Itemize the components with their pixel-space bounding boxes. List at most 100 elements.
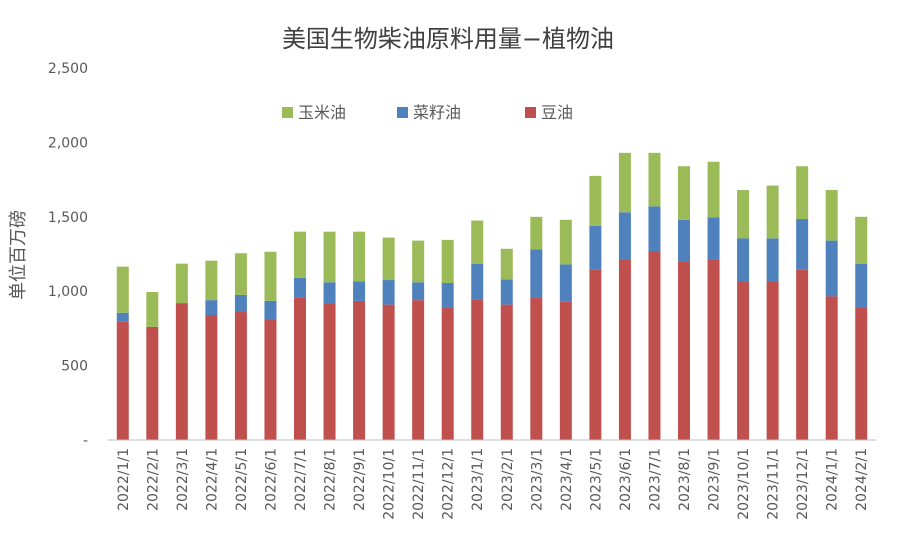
bar-segment	[441, 307, 454, 440]
y-axis-ticks: - 500 1,000 1,500 2,000 2,500	[48, 61, 88, 449]
bar-segment	[500, 279, 513, 305]
bar-segment	[530, 216, 543, 250]
x-tick-label: 2023/7/1	[647, 448, 663, 511]
bar-segment	[678, 261, 690, 440]
legend-label: 菜籽油	[413, 103, 461, 122]
x-tick-label: 2023/9/1	[707, 448, 723, 511]
x-tick-label: 2022/5/1	[234, 448, 250, 511]
x-tick-label: 2023/3/1	[529, 448, 545, 511]
bar-segment	[116, 321, 129, 440]
x-tick-label: 2022/10/1	[382, 448, 398, 520]
bar-segment	[530, 297, 543, 440]
y-tick-label: 500	[61, 359, 88, 375]
bar-segment	[116, 266, 129, 313]
bar-segment	[323, 231, 336, 283]
x-tick-label: 2023/1/1	[470, 448, 486, 511]
bar-segment	[678, 166, 690, 220]
legend: 玉米油 菜籽油 豆油	[282, 103, 573, 122]
bar-segment	[648, 152, 661, 207]
x-tick-label: 2023/2/1	[500, 448, 516, 511]
bar-segment	[648, 251, 661, 440]
bar-segment	[175, 263, 188, 304]
bar-segment	[353, 300, 366, 440]
chart-title: 美国生物柴油原料用量−植物油	[282, 25, 614, 53]
x-tick-label: 2022/11/1	[411, 448, 427, 520]
bar-segment	[500, 304, 513, 440]
bar-segment	[796, 166, 809, 220]
bar-segment	[737, 238, 750, 282]
y-tick-label: 2,500	[48, 61, 88, 77]
bar-segment	[294, 297, 306, 440]
x-tick-label: 2023/12/1	[795, 448, 811, 520]
x-tick-label: 2022/6/1	[263, 448, 279, 511]
x-tick-label: 2022/12/1	[441, 448, 457, 520]
bar-segment	[264, 319, 277, 440]
bar-segment	[294, 231, 306, 278]
y-tick-label: -	[83, 433, 88, 449]
bar-segment	[678, 219, 690, 262]
bar-segment	[589, 225, 602, 270]
bar-segment	[766, 238, 779, 282]
bar-segment	[116, 312, 129, 322]
legend-swatch	[525, 107, 536, 118]
bar-segment	[500, 248, 513, 280]
bar-segment	[766, 281, 779, 440]
bar-segment	[530, 249, 543, 298]
x-tick-label: 2023/8/1	[677, 448, 693, 511]
bar-segment	[618, 212, 631, 260]
bar-segment	[412, 240, 425, 283]
bar-segment	[471, 299, 484, 440]
bar-segment	[412, 300, 425, 440]
bar-segment	[205, 260, 218, 301]
bar-segment	[589, 175, 602, 226]
bar-segment	[382, 280, 395, 305]
x-tick-label: 2024/2/1	[854, 448, 870, 511]
bar-segment	[737, 281, 750, 440]
bar-segment	[175, 303, 188, 440]
bar-segment	[707, 161, 720, 218]
y-tick-label: 1,000	[48, 284, 88, 300]
bar-segment	[234, 294, 247, 313]
y-tick-label: 1,500	[48, 210, 88, 226]
bar-segment	[323, 282, 336, 304]
x-tick-label: 2023/4/1	[559, 448, 575, 511]
bar-segment	[471, 220, 484, 264]
x-tick-label: 2022/7/1	[293, 448, 309, 511]
bar-segment	[471, 263, 484, 300]
x-tick-label: 2023/11/1	[766, 448, 782, 520]
bars	[116, 152, 868, 440]
bar-segment	[707, 259, 720, 440]
bar-segment	[618, 152, 631, 213]
bar-segment	[353, 281, 366, 301]
bar-segment	[737, 190, 750, 239]
x-tick-label: 2024/1/1	[825, 448, 841, 511]
bar-segment	[855, 307, 868, 440]
bar-segment	[205, 315, 218, 440]
bar-segment	[825, 296, 838, 440]
bar-segment	[146, 291, 159, 327]
bar-segment	[796, 269, 809, 440]
bar-segment	[323, 303, 336, 440]
x-tick-label: 2022/2/1	[145, 448, 161, 511]
x-tick-label: 2022/1/1	[116, 448, 132, 511]
x-tick-label: 2022/3/1	[175, 448, 191, 511]
bar-segment	[825, 190, 838, 241]
bar-segment	[264, 251, 277, 301]
legend-label: 豆油	[541, 103, 573, 122]
bar-segment	[382, 304, 395, 440]
bar-segment	[559, 219, 572, 265]
bar-segment	[589, 269, 602, 440]
x-axis-ticks: 2022/1/1 2022/2/1 2022/3/1 2022/4/1 2022/5/1…	[116, 448, 870, 520]
bar-segment	[294, 277, 306, 298]
y-tick-label: 2,000	[48, 135, 88, 151]
bar-segment	[707, 217, 720, 260]
bar-segment	[796, 219, 809, 270]
bar-segment	[382, 237, 395, 281]
bar-segment	[766, 185, 779, 239]
bar-segment	[234, 312, 247, 440]
bar-segment	[559, 264, 572, 302]
legend-swatch	[397, 107, 408, 118]
bar-segment	[264, 300, 277, 320]
